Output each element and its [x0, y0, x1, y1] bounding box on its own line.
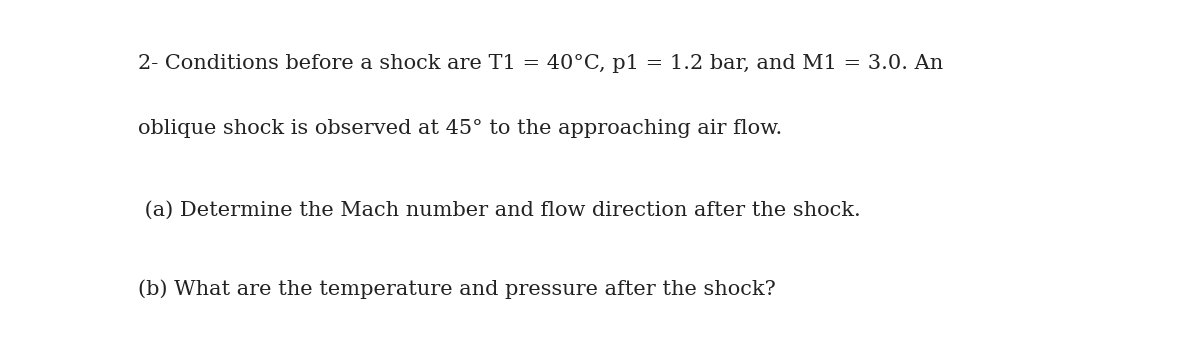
Text: 2- Conditions before a shock are T1 = 40°C, p1 = 1.2 bar, and M1 = 3.0. An: 2- Conditions before a shock are T1 = 40…	[138, 54, 943, 73]
Text: (b) What are the temperature and pressure after the shock?: (b) What are the temperature and pressur…	[138, 280, 775, 299]
Text: oblique shock is observed at 45° to the approaching air flow.: oblique shock is observed at 45° to the …	[138, 119, 782, 138]
Text: (a) Determine the Mach number and flow direction after the shock.: (a) Determine the Mach number and flow d…	[138, 201, 860, 220]
